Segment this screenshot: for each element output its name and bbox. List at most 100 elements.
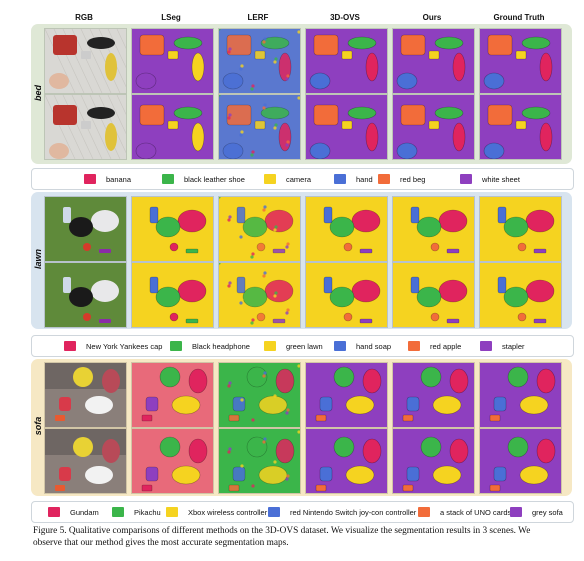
legend-swatch	[334, 341, 346, 351]
legend-item: stapler	[480, 340, 525, 352]
legend-item: hand soap	[334, 340, 391, 352]
legend-swatch	[460, 174, 472, 184]
result-image-bed-lseg-view-1	[131, 28, 214, 94]
legend-swatch	[112, 507, 124, 517]
result-image-lawn-rgb-view-2	[44, 262, 127, 328]
column-header-3dovs: 3D-OVS	[330, 13, 360, 22]
legend-lawn: New York Yankees cap Black headphone gre…	[31, 335, 574, 357]
legend-swatch	[166, 507, 178, 517]
legend-label: stapler	[502, 341, 525, 351]
result-image-lawn-ours-view-2	[392, 262, 475, 328]
result-image-sofa-ground-truth-view-1	[479, 362, 562, 428]
legend-item: grey sofa	[510, 506, 563, 518]
column-header-rgb: RGB	[75, 13, 93, 22]
legend-bed: banana black leather shoe camera hand re…	[31, 168, 574, 190]
legend-label: white sheet	[482, 174, 520, 184]
result-image-bed-ours-view-2	[392, 94, 475, 160]
column-header-ground-truth: Ground Truth	[493, 13, 545, 22]
legend-label: Xbox wireless controller	[188, 507, 268, 517]
legend-label: Black headphone	[192, 341, 250, 351]
legend-swatch	[378, 174, 390, 184]
legend-item: red Nintendo Switch joy-con controller	[268, 506, 416, 518]
legend-swatch	[48, 507, 60, 517]
result-image-lawn-lseg-view-2	[131, 262, 214, 328]
result-image-bed-ours-view-1	[392, 28, 475, 94]
legend-item: Black headphone	[170, 340, 250, 352]
result-image-bed-lerf-view-1	[218, 28, 301, 94]
legend-item: a stack of UNO cards	[418, 506, 511, 518]
legend-label: grey sofa	[532, 507, 563, 517]
result-image-bed-lerf-view-2	[218, 94, 301, 160]
legend-label: camera	[286, 174, 312, 184]
legend-item: camera	[264, 173, 311, 185]
scene-label-lawn: lawn	[33, 249, 43, 270]
legend-swatch	[480, 341, 492, 351]
result-image-sofa-ground-truth-view-2	[479, 428, 562, 494]
legend-swatch	[334, 174, 346, 184]
result-image-lawn-ours-view-1	[392, 196, 475, 262]
legend-sofa: Gundam Pikachu Xbox wireless controller …	[31, 501, 574, 523]
result-image-bed-lseg-view-2	[131, 94, 214, 160]
legend-label: hand	[356, 174, 373, 184]
caption-line-1: Figure 5. Qualitative comparisons of dif…	[33, 526, 531, 536]
result-image-sofa-lseg-view-1	[131, 362, 214, 428]
legend-swatch	[162, 174, 174, 184]
result-image-lawn-lerf-view-2	[218, 262, 301, 328]
legend-label: red Nintendo Switch joy-con controller	[290, 507, 417, 517]
result-image-bed-ground-truth-view-2	[479, 94, 562, 160]
result-image-sofa-3dovs-view-1	[305, 362, 388, 428]
result-image-sofa-lseg-view-2	[131, 428, 214, 494]
legend-swatch	[84, 174, 96, 184]
legend-item: banana	[84, 173, 131, 185]
result-image-lawn-ground-truth-view-2	[479, 262, 562, 328]
legend-swatch	[264, 341, 276, 351]
result-image-sofa-rgb-view-2	[44, 428, 127, 494]
legend-item: New York Yankees cap	[64, 340, 162, 352]
result-image-sofa-lerf-view-2	[218, 428, 301, 494]
legend-item: hand	[334, 173, 373, 185]
legend-item: green lawn	[264, 340, 323, 352]
result-image-lawn-lerf-view-1	[218, 196, 301, 262]
result-image-bed-3dovs-view-1	[305, 28, 388, 94]
column-header-ours: Ours	[422, 13, 442, 22]
legend-swatch	[264, 174, 276, 184]
figure-caption: Figure 5. Qualitative comparisons of dif…	[33, 525, 573, 549]
legend-swatch	[510, 507, 522, 517]
legend-label: red apple	[430, 341, 462, 351]
result-image-sofa-3dovs-view-2	[305, 428, 388, 494]
result-image-lawn-3dovs-view-2	[305, 262, 388, 328]
result-image-bed-rgb-view-2	[44, 94, 127, 160]
legend-item: Gundam	[48, 506, 99, 518]
result-image-lawn-rgb-view-1	[44, 196, 127, 262]
legend-label: black leather shoe	[184, 174, 245, 184]
scene-label-bed: bed	[33, 85, 43, 102]
result-image-sofa-ours-view-1	[392, 362, 475, 428]
legend-label: a stack of UNO cards	[440, 507, 512, 517]
result-image-bed-ground-truth-view-1	[479, 28, 562, 94]
legend-swatch	[170, 341, 182, 351]
legend-item: white sheet	[460, 173, 520, 185]
legend-label: banana	[106, 174, 132, 184]
result-image-lawn-ground-truth-view-1	[479, 196, 562, 262]
legend-label: red beg	[400, 174, 426, 184]
legend-item: red beg	[378, 173, 425, 185]
column-header-lerf: LERF	[247, 13, 269, 22]
result-image-sofa-ours-view-2	[392, 428, 475, 494]
legend-swatch	[408, 341, 420, 351]
legend-swatch	[64, 341, 76, 351]
legend-swatch	[418, 507, 430, 517]
scene-label-sofa: sofa	[33, 416, 43, 436]
legend-label: Pikachu	[134, 507, 161, 517]
caption-line-2: observe that our method gives the most a…	[33, 538, 289, 548]
result-image-sofa-rgb-view-1	[44, 362, 127, 428]
legend-label: New York Yankees cap	[86, 341, 163, 351]
column-header-lseg: LSeg	[161, 13, 181, 22]
legend-swatch	[268, 507, 280, 517]
result-image-lawn-3dovs-view-1	[305, 196, 388, 262]
legend-label: Gundam	[70, 507, 99, 517]
legend-item: Pikachu	[112, 506, 161, 518]
legend-item: red apple	[408, 340, 461, 352]
result-image-bed-3dovs-view-2	[305, 94, 388, 160]
legend-item: Xbox wireless controller	[166, 506, 267, 518]
result-image-sofa-lerf-view-1	[218, 362, 301, 428]
